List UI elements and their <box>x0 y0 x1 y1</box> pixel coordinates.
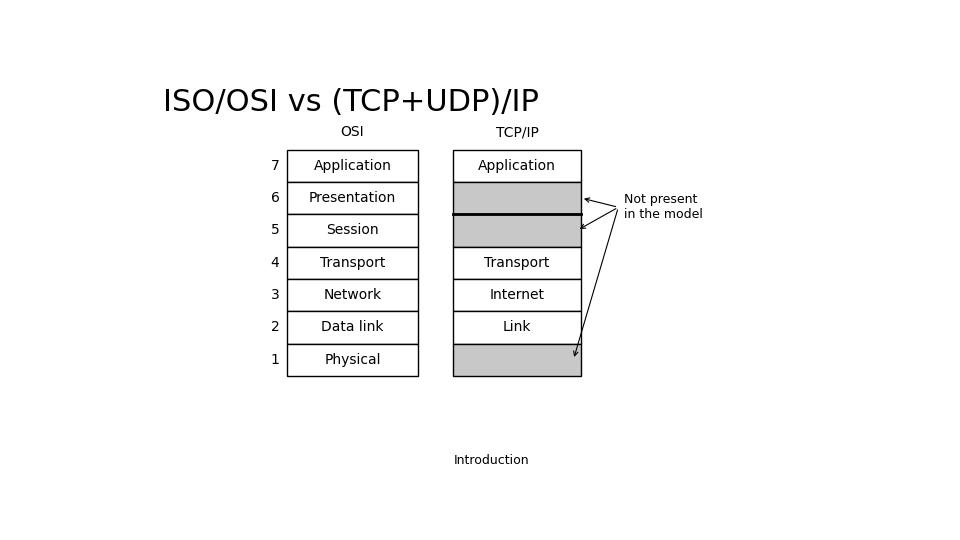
Text: 1: 1 <box>271 353 279 367</box>
Text: Session: Session <box>326 224 379 238</box>
Bar <box>287 311 419 343</box>
Text: ISO/OSI vs (TCP+UDP)/IP: ISO/OSI vs (TCP+UDP)/IP <box>162 88 539 117</box>
Bar <box>287 214 419 247</box>
Bar <box>453 247 581 279</box>
Text: OSI: OSI <box>341 125 364 139</box>
Text: Link: Link <box>503 320 532 334</box>
Text: Not present
in the model: Not present in the model <box>624 193 703 221</box>
Text: Network: Network <box>324 288 381 302</box>
Bar <box>453 311 581 343</box>
Text: Transport: Transport <box>320 255 385 269</box>
Text: Presentation: Presentation <box>309 191 396 205</box>
Text: Application: Application <box>478 159 556 173</box>
Text: Application: Application <box>314 159 392 173</box>
Bar <box>453 279 581 311</box>
Text: 3: 3 <box>271 288 279 302</box>
Bar <box>287 279 419 311</box>
Bar <box>287 182 419 214</box>
Text: TCP/IP: TCP/IP <box>495 125 539 139</box>
Text: Internet: Internet <box>490 288 544 302</box>
Bar <box>453 150 581 182</box>
Text: 7: 7 <box>271 159 279 173</box>
Text: Data link: Data link <box>322 320 384 334</box>
Bar <box>287 247 419 279</box>
Bar <box>453 343 581 376</box>
Bar <box>453 214 581 247</box>
Bar <box>453 182 581 214</box>
Text: Transport: Transport <box>485 255 550 269</box>
Text: 2: 2 <box>271 320 279 334</box>
Text: Physical: Physical <box>324 353 381 367</box>
Text: Introduction: Introduction <box>454 454 530 467</box>
Text: 4: 4 <box>271 255 279 269</box>
Text: 6: 6 <box>271 191 279 205</box>
Text: 5: 5 <box>271 224 279 238</box>
Bar <box>287 343 419 376</box>
Bar <box>287 150 419 182</box>
